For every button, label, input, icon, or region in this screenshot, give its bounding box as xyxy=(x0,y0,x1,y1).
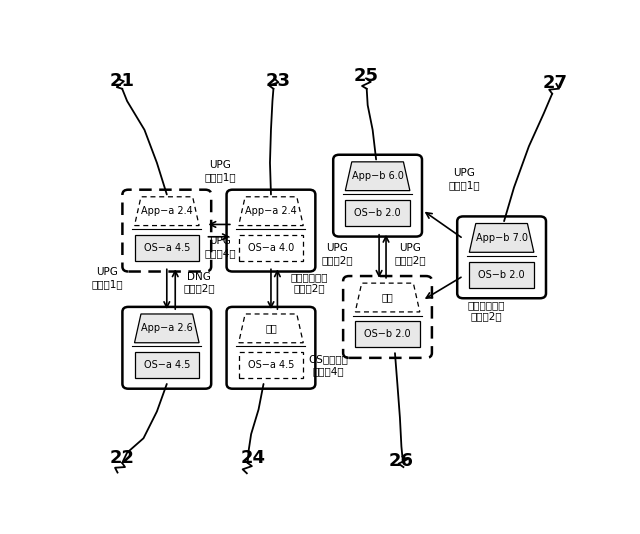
Text: UPG
（距離1）: UPG （距離1） xyxy=(449,168,480,190)
Text: DNG
（距離2）: DNG （距離2） xyxy=(183,272,215,294)
FancyBboxPatch shape xyxy=(122,307,211,389)
FancyBboxPatch shape xyxy=(346,200,410,226)
Polygon shape xyxy=(134,197,199,225)
Text: UPG
（距離2）: UPG （距離2） xyxy=(394,244,426,265)
FancyBboxPatch shape xyxy=(239,352,303,378)
FancyBboxPatch shape xyxy=(122,190,211,271)
FancyBboxPatch shape xyxy=(227,190,316,271)
FancyBboxPatch shape xyxy=(355,321,420,347)
Text: 21: 21 xyxy=(109,72,134,90)
Text: UPG
（距離1）: UPG （距離1） xyxy=(205,160,236,182)
Polygon shape xyxy=(239,314,303,343)
Text: インストール
（距離2）: インストール （距離2） xyxy=(468,300,506,321)
FancyBboxPatch shape xyxy=(469,262,534,287)
Polygon shape xyxy=(239,197,303,225)
Text: UPG
（距離2）: UPG （距離2） xyxy=(321,244,353,265)
Text: 26: 26 xyxy=(389,452,414,470)
Text: 25: 25 xyxy=(354,67,379,85)
Text: OS−a 4.5: OS−a 4.5 xyxy=(143,360,190,370)
FancyBboxPatch shape xyxy=(134,235,199,261)
Text: インストール
（距離2）: インストール （距離2） xyxy=(291,272,328,294)
Polygon shape xyxy=(355,283,420,312)
Text: OS−a 4.5: OS−a 4.5 xyxy=(143,243,190,253)
Text: App−a 2.6: App−a 2.6 xyxy=(141,324,193,333)
Text: 24: 24 xyxy=(241,449,266,467)
Text: App−a 2.4: App−a 2.4 xyxy=(141,206,193,216)
FancyBboxPatch shape xyxy=(134,352,199,378)
Text: App−a 2.4: App−a 2.4 xyxy=(245,206,297,216)
Text: UPG
（距離1）: UPG （距離1） xyxy=(92,267,123,289)
Polygon shape xyxy=(134,314,199,343)
Polygon shape xyxy=(469,224,534,252)
Text: なし: なし xyxy=(265,324,277,333)
Polygon shape xyxy=(346,162,410,191)
Text: OS−a 4.0: OS−a 4.0 xyxy=(248,243,294,253)
FancyBboxPatch shape xyxy=(343,276,432,358)
FancyBboxPatch shape xyxy=(227,307,316,389)
FancyBboxPatch shape xyxy=(457,216,546,299)
Text: 23: 23 xyxy=(266,72,291,90)
Text: App−b 6.0: App−b 6.0 xyxy=(351,171,404,181)
Text: OS−b 2.0: OS−b 2.0 xyxy=(355,208,401,218)
Text: UPG
（距離4）: UPG （距離4） xyxy=(205,236,236,258)
Text: OS入れ替え
（距離4）: OS入れ替え （距離4） xyxy=(308,354,348,376)
Text: 27: 27 xyxy=(543,74,568,92)
Text: App−b 7.0: App−b 7.0 xyxy=(476,233,527,243)
Text: OS−b 2.0: OS−b 2.0 xyxy=(364,329,411,339)
FancyBboxPatch shape xyxy=(239,235,303,261)
Text: OS−b 2.0: OS−b 2.0 xyxy=(478,270,525,280)
Text: OS−a 4.5: OS−a 4.5 xyxy=(248,360,294,370)
Text: 22: 22 xyxy=(109,449,134,467)
Text: なし: なし xyxy=(381,293,394,303)
FancyBboxPatch shape xyxy=(333,155,422,237)
